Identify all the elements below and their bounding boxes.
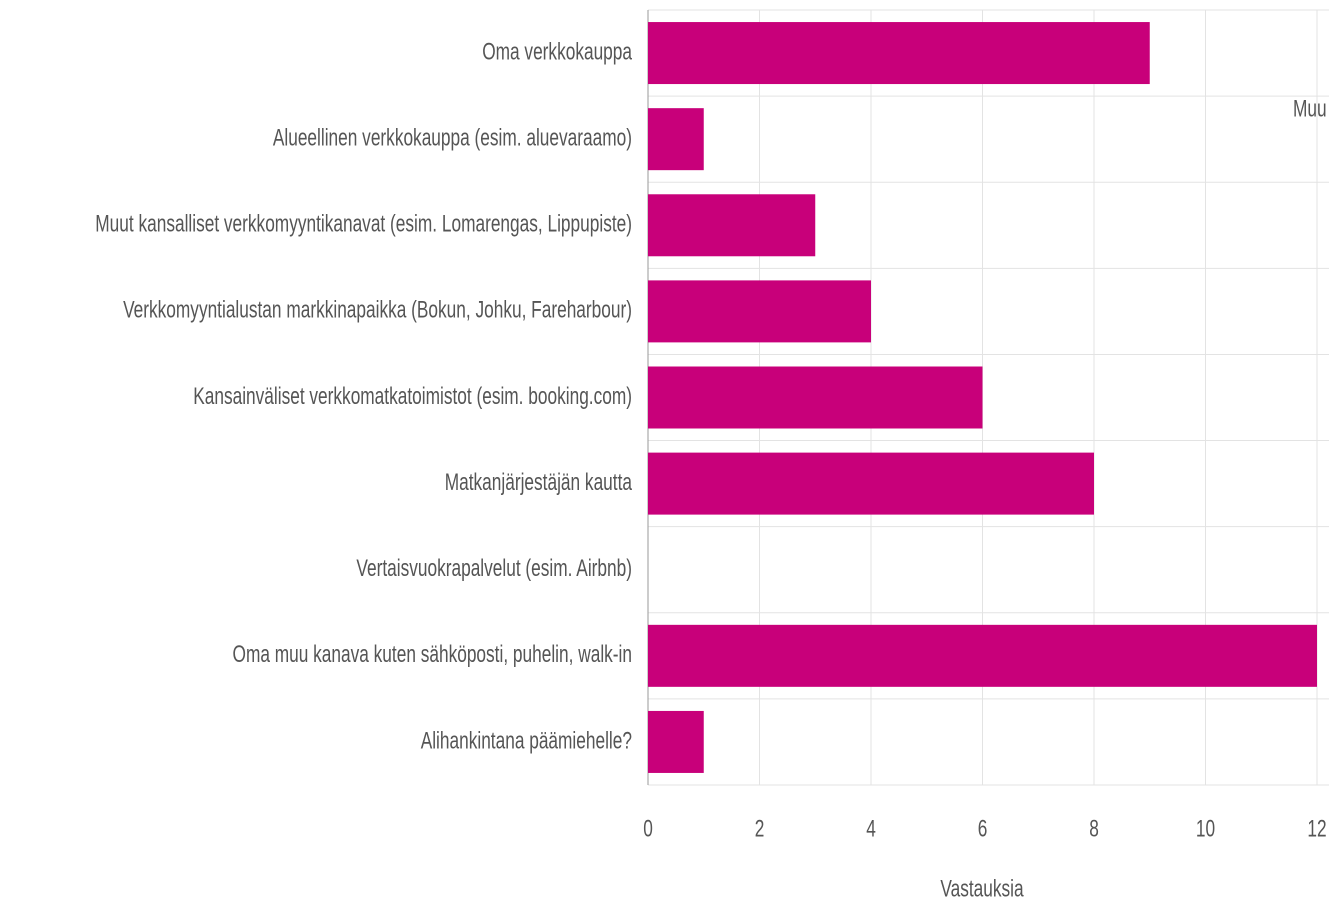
legend-item: Muu (1293, 96, 1327, 122)
bar (648, 624, 1317, 687)
x-tick-label: 2 (755, 816, 765, 842)
plot: 0 2 4 6 8 10 12 Oma verkkokauppa Alueellinen ver… (95, 9, 1329, 902)
y-tick-label: Oma verkkokauppa (482, 39, 632, 65)
y-tick-label: Muut kansalliset verkkomyyntikanavat (es… (95, 211, 632, 237)
y-tick-label: Alihankintana päämiehelle? (421, 728, 632, 754)
y-tick-label: Kansainväliset verkkomatkatoimistot (esi… (193, 383, 632, 409)
y-tick-label: Vertaisvuokrapalvelut (esim. Airbnb) (356, 555, 632, 581)
bar (648, 280, 871, 343)
bar (648, 108, 704, 171)
x-tick-label: 12 (1307, 816, 1326, 842)
bar (648, 452, 1094, 515)
x-tick-label: 4 (866, 816, 876, 842)
bar (648, 22, 1150, 85)
y-tick-label: Alueellinen verkkokauppa (esim. aluevara… (273, 125, 632, 151)
bar (648, 710, 704, 773)
y-tick-label: Oma muu kanava kuten sähköposti, puhelin… (233, 642, 632, 668)
x-tick-label: 6 (978, 816, 988, 842)
x-axis-title: Vastauksia (940, 876, 1024, 902)
y-tick-label: Matkanjärjestäjän kautta (445, 469, 633, 495)
x-tick-label: 8 (1089, 816, 1099, 842)
bar (648, 366, 983, 429)
bar (648, 194, 816, 257)
y-tick-label: Verkkomyyntialustan markkinapaikka (Boku… (123, 297, 632, 323)
x-tick-label: 0 (643, 816, 653, 842)
x-tick-label: 10 (1196, 816, 1215, 842)
